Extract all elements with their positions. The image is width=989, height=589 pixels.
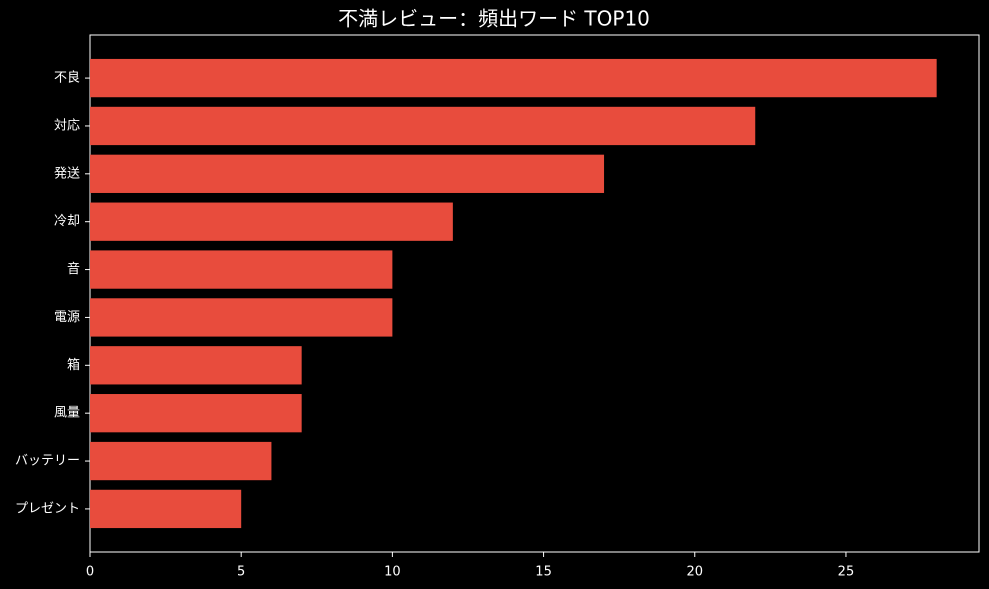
y-tick-label: 音 xyxy=(67,261,80,277)
x-tick-label: 20 xyxy=(686,565,703,580)
y-tick-label: 不良 xyxy=(54,70,80,86)
bar xyxy=(90,154,605,193)
bar xyxy=(90,250,393,289)
chart-title: 不満レビュー：頻出ワード TOP10 xyxy=(338,7,650,31)
bar xyxy=(90,106,756,146)
y-tick-label: 冷却 xyxy=(54,214,80,229)
bar xyxy=(90,394,302,433)
y-tick-label: バッテリー xyxy=(15,454,80,469)
y-tick-label: 電源 xyxy=(54,310,80,325)
x-tick-label: 15 xyxy=(535,565,552,580)
bar xyxy=(90,58,937,98)
bar xyxy=(90,489,242,529)
x-tick-label: 0 xyxy=(86,565,94,580)
bar xyxy=(90,346,302,385)
bar xyxy=(90,298,393,337)
x-tick-label: 10 xyxy=(384,565,401,580)
y-tick-label: 発送 xyxy=(54,166,80,181)
x-tick-label: 25 xyxy=(838,565,855,580)
bar xyxy=(90,202,453,241)
y-tick-label: 風量 xyxy=(54,406,80,421)
y-tick-label: 対応 xyxy=(54,118,80,133)
y-tick-label: 箱 xyxy=(67,357,80,373)
bar xyxy=(90,441,272,481)
plot-frame xyxy=(89,34,980,553)
x-tick-label: 5 xyxy=(237,565,245,580)
y-tick-label: プレゼント xyxy=(15,501,80,516)
